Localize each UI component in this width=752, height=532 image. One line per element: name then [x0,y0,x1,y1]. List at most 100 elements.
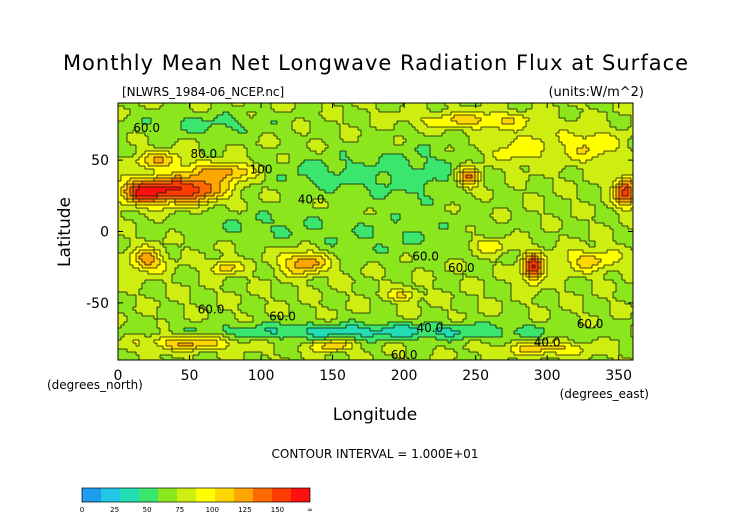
heatmap-cell [484,184,509,188]
heatmap-cell [148,244,164,248]
heatmap-cell [145,133,263,137]
heatmap-cell [403,142,470,146]
heatmap-cell [190,211,203,215]
heatmap-cell [244,265,257,269]
y-tick-label: 50 [91,153,109,169]
heatmap-cell [325,118,344,122]
heatmap-cell [523,115,560,119]
heatmap-cell [511,286,566,290]
heatmap-cell [277,175,287,179]
heatmap-cell [541,250,569,254]
heatmap-cell [310,127,341,131]
heatmap-cell [316,151,323,155]
heatmap-cell [457,121,479,125]
heatmap-cell [451,319,464,323]
heatmap-cell [391,280,413,284]
heatmap-cell [427,124,527,128]
heatmap-cell [619,196,632,200]
heatmap-cell [259,277,278,281]
heatmap-cell [469,241,479,245]
heatmap-cell [328,277,353,281]
heatmap-cell [118,304,137,308]
heatmap-cell [253,271,275,275]
heatmap-cell [583,310,611,314]
heatmap-cell [196,139,260,143]
heatmap-cell [550,316,581,320]
heatmap-cell [130,238,146,242]
heatmap-cell [616,184,620,188]
heatmap-cell [463,172,476,176]
heatmap-cell [289,307,317,311]
heatmap-cell [118,112,131,116]
heatmap-cell [541,256,548,260]
heatmap-cell [388,172,452,176]
heatmap-cell [235,313,248,317]
heatmap-cell [544,259,548,263]
heatmap-cell [181,127,209,131]
heatmap-cell [343,346,353,350]
heatmap-cell [382,349,407,353]
heatmap-cell [559,172,584,176]
heatmap-cell [325,358,350,361]
heatmap-cell [346,304,371,308]
heatmap-cell [463,271,494,275]
heatmap-cell [541,271,545,275]
heatmap-cell [541,253,545,257]
heatmap-cell [628,226,634,230]
heatmap-cell [253,316,281,320]
heatmap-cell [118,295,137,299]
heatmap-cell [586,103,614,107]
heatmap-cell [421,241,470,245]
heatmap-cell [475,322,491,326]
heatmap-cell [409,163,425,167]
colorbar-swatch [177,488,196,502]
heatmap-cell [454,178,458,182]
heatmap-cell [157,316,185,320]
heatmap-cell [136,205,200,209]
heatmap-cell [169,256,182,260]
heatmap-cell [352,283,380,287]
heatmap-cell [583,301,611,305]
heatmap-cell [520,334,542,338]
heatmap-cell [451,169,455,173]
heatmap-cell [304,271,320,275]
heatmap-cell [511,157,572,161]
heatmap-cell [475,196,494,200]
heatmap-cell [292,127,311,131]
heatmap-cell [253,274,275,278]
heatmap-cell [175,211,191,215]
heatmap-cell [514,262,521,266]
heatmap-cell [166,265,179,269]
heatmap-cell [541,217,560,221]
heatmap-cell [223,223,242,227]
heatmap-cell [586,325,596,329]
heatmap-cell [433,283,461,287]
heatmap-cell [538,244,557,248]
heatmap-cell [247,313,269,317]
heatmap-cell [229,208,248,212]
heatmap-cell [376,250,389,254]
heatmap-cell [583,271,593,275]
heatmap-cell [481,250,497,254]
heatmap-cell [130,178,155,182]
heatmap-cell [535,259,539,263]
heatmap-cell [247,286,272,290]
heatmap-cell [532,106,560,110]
heatmap-cell [286,259,299,263]
heatmap-cell [118,241,131,245]
heatmap-cell [226,145,245,149]
heatmap-cell [217,352,245,356]
heatmap-cell [484,292,512,296]
heatmap-cell [127,316,155,320]
heatmap-cell [322,256,329,260]
heatmap-cell [118,181,128,185]
heatmap-cell [271,286,299,290]
heatmap-cell [196,304,218,308]
heatmap-cell [541,349,584,353]
heatmap-cell [367,208,374,212]
heatmap-cell [460,208,494,212]
heatmap-cell [190,286,206,290]
heatmap-cell [472,232,476,236]
heatmap-cell [118,121,143,125]
heatmap-cell [190,289,215,293]
